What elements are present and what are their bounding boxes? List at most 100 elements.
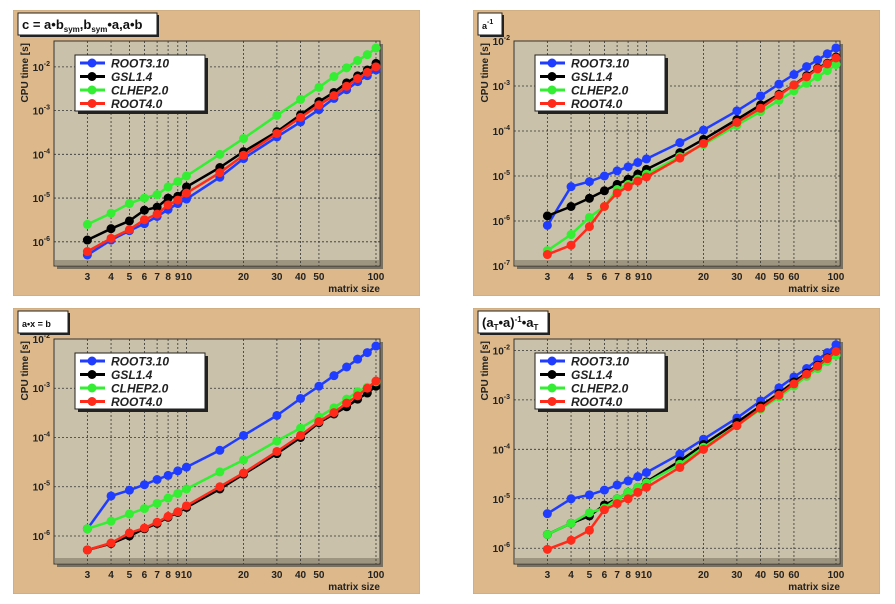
data-point-GSL1.4 xyxy=(542,211,552,221)
y-tick-exponent: -5 xyxy=(504,493,510,500)
y-tick-label: 10-4 xyxy=(493,443,510,456)
x-tick-label: 60 xyxy=(788,570,800,581)
data-point-ROOT4.0 xyxy=(732,421,742,431)
x-tick-label: 3 xyxy=(85,570,91,581)
data-point-ROOT4.0 xyxy=(675,462,685,472)
x-tick-label: 6 xyxy=(602,272,608,283)
x-tick-label: 50 xyxy=(773,272,785,283)
x-tick-label: 6 xyxy=(142,272,148,283)
title-box xyxy=(17,12,158,36)
data-point-ROOT4.0 xyxy=(181,188,191,198)
data-point-ROOT4.0 xyxy=(124,225,134,235)
data-point-ROOT3.10 xyxy=(584,490,594,500)
plot-frame-bevel xyxy=(515,558,839,563)
legend-marker xyxy=(87,99,97,108)
data-point-ROOT3.10 xyxy=(641,467,651,477)
y-tick-exponent: -4 xyxy=(504,125,510,132)
data-point-CLHEP2.0 xyxy=(152,498,162,508)
y-tick-label: 10-5 xyxy=(33,192,50,205)
chart-svg: 3 4 5 6 7 8 9 10 20 30 40 50 10010-610-510-410-310-2… xyxy=(12,9,421,297)
data-point-ROOT4.0 xyxy=(633,487,643,497)
data-point-ROOT4.0 xyxy=(612,499,622,509)
y-tick-base: 10 xyxy=(493,82,505,93)
data-point-ROOT4.0 xyxy=(542,250,552,260)
data-point-ROOT3.10 xyxy=(239,430,249,440)
title-part: -1 xyxy=(487,19,493,26)
chart-panel-3: 3 4 5 6 7 8 9 10 20 30 40 50 100 10-6 10-5 10-4 10-3 10-2… xyxy=(12,307,421,595)
data-point-CLHEP2.0 xyxy=(173,176,183,186)
x-tick-label: 100 xyxy=(368,570,385,581)
data-point-ROOT3.10 xyxy=(362,348,372,358)
data-point-CLHEP2.0 xyxy=(342,63,352,73)
data-point-ROOT3.10 xyxy=(612,166,622,176)
data-point-ROOT3.10 xyxy=(774,79,784,89)
x-tick-label: 5 xyxy=(127,272,133,283)
data-point-ROOT4.0 xyxy=(641,482,651,492)
data-point-CLHEP2.0 xyxy=(314,82,324,92)
data-point-ROOT4.0 xyxy=(623,182,633,192)
x-tick-label: 5 xyxy=(127,570,133,581)
y-tick-base: 10 xyxy=(493,217,505,228)
x-tick-label: 7 xyxy=(154,570,160,581)
data-point-ROOT3.10 xyxy=(756,91,766,101)
x-tick-label: 9 xyxy=(635,570,641,581)
y-tick-exponent: -2 xyxy=(504,35,510,42)
x-tick-label: 50 xyxy=(313,570,325,581)
title-part: •a,a•b xyxy=(107,17,142,32)
legend-label: GSL1.4 xyxy=(111,368,153,382)
legend-label: GSL1.4 xyxy=(571,368,613,382)
x-tick-label: 40 xyxy=(295,570,307,581)
title-part: a xyxy=(482,21,488,31)
data-point-ROOT4.0 xyxy=(774,390,784,400)
x-tick-label: 30 xyxy=(271,272,283,283)
data-point-GSL1.4 xyxy=(163,193,173,203)
data-point-ROOT3.10 xyxy=(353,354,363,364)
data-point-ROOT3.10 xyxy=(633,472,643,482)
data-point-ROOT4.0 xyxy=(831,53,841,63)
data-point-ROOT4.0 xyxy=(822,354,832,364)
data-point-ROOT3.10 xyxy=(813,55,823,65)
y-tick-exponent: -7 xyxy=(504,260,510,267)
y-tick-exponent: -4 xyxy=(44,431,50,438)
data-point-ROOT4.0 xyxy=(566,535,576,545)
x-tick-label: 100 xyxy=(368,272,385,283)
legend-marker xyxy=(547,85,557,95)
x-axis-label: matrix size xyxy=(328,284,380,295)
data-point-CLHEP2.0 xyxy=(106,516,116,526)
x-tick-label: 6 xyxy=(142,570,148,581)
x-tick-label: 7 xyxy=(614,570,620,581)
x-tick-label: 40 xyxy=(755,272,767,283)
data-point-ROOT3.10 xyxy=(699,125,709,135)
chart-title: a-1 xyxy=(482,19,493,31)
y-tick-exponent: -2 xyxy=(44,333,50,340)
data-point-ROOT3.10 xyxy=(215,445,225,455)
y-tick-base: 10 xyxy=(493,445,505,456)
x-tick-label: 3 xyxy=(85,272,91,283)
y-tick-label: 10-3 xyxy=(493,80,510,93)
data-point-GSL1.4 xyxy=(82,235,92,245)
data-point-CLHEP2.0 xyxy=(106,208,116,218)
chart-title: c = a•bsym,bsym•a,a•b xyxy=(22,17,143,34)
x-tick-label: 8 xyxy=(165,570,171,581)
data-point-CLHEP2.0 xyxy=(296,94,306,104)
data-point-ROOT4.0 xyxy=(774,90,784,100)
title-part: c = a•b xyxy=(22,17,64,32)
x-tick-label: 50 xyxy=(313,272,325,283)
data-point-CLHEP2.0 xyxy=(163,493,173,503)
data-point-GSL1.4 xyxy=(566,202,576,212)
data-point-CLHEP2.0 xyxy=(139,193,149,203)
data-point-ROOT4.0 xyxy=(239,468,249,478)
title-part: T xyxy=(533,323,538,332)
data-point-CLHEP2.0 xyxy=(272,110,282,120)
legend-marker xyxy=(87,397,97,406)
x-tick-label: 10 xyxy=(181,570,193,581)
legend-marker xyxy=(547,383,557,393)
y-tick-label: 10-4 xyxy=(33,431,50,444)
y-tick-base: 10 xyxy=(493,544,505,555)
y-axis-label: CPU time [s] xyxy=(480,43,491,102)
data-point-ROOT4.0 xyxy=(353,391,363,401)
x-tick-label: 6 xyxy=(602,570,608,581)
legend-label: CLHEP2.0 xyxy=(111,382,169,396)
data-point-GSL1.4 xyxy=(139,205,149,215)
y-tick-base: 10 xyxy=(33,150,45,161)
